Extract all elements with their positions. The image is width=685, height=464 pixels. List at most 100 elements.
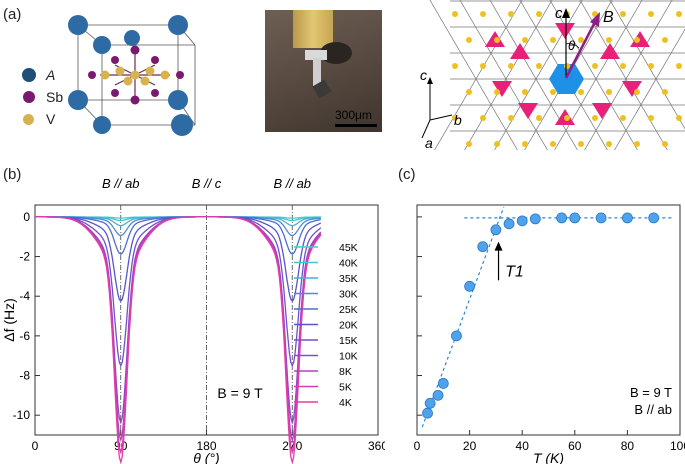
data-point xyxy=(490,224,502,236)
v-site-dot xyxy=(662,37,668,43)
v-site-dot xyxy=(578,89,584,95)
v-site-dot xyxy=(452,63,458,69)
data-point xyxy=(529,213,541,225)
v-site-dot xyxy=(536,63,542,69)
series-line-4K xyxy=(35,216,322,464)
v-site-dot xyxy=(578,37,584,43)
legend-item-a: A xyxy=(22,64,63,86)
v-site-dot xyxy=(676,11,682,17)
v-site-dot xyxy=(648,63,654,69)
data-point xyxy=(621,212,633,224)
v-site-dot xyxy=(648,115,654,121)
x-tick-label: 40 xyxy=(516,439,530,453)
data-point xyxy=(422,407,433,419)
x-tick-label: 0 xyxy=(32,439,39,453)
plot-frame xyxy=(416,204,681,436)
data-point xyxy=(424,397,436,409)
legend-label-20K: 20K xyxy=(339,320,358,332)
legend-label-5K: 5K xyxy=(339,382,352,394)
legend-label-15K: 15K xyxy=(339,335,358,347)
v-site-dot xyxy=(494,37,500,43)
data-point xyxy=(464,280,475,292)
v-site-dot xyxy=(494,141,500,147)
magenta-triangle xyxy=(555,23,575,39)
magenta-triangle xyxy=(622,81,642,97)
a-atom-icon xyxy=(22,68,36,82)
data-point xyxy=(595,212,607,224)
v-site-dot xyxy=(564,63,570,69)
v-site-dot xyxy=(508,11,514,17)
v-site-dot xyxy=(466,89,472,95)
v-site-dot xyxy=(466,141,472,147)
v-site-dot xyxy=(634,37,640,43)
v-site-dot xyxy=(480,115,486,121)
legend-item-sb: Sb xyxy=(22,86,63,108)
x-axis-label: θ (°) xyxy=(193,450,219,464)
v-site-dot xyxy=(550,141,556,147)
triad-c-label: c xyxy=(420,67,427,83)
scale-bar xyxy=(335,124,377,127)
x-tick-label: 270 xyxy=(282,439,302,453)
y-tick-label: -10 xyxy=(13,408,31,422)
v-site-dot xyxy=(536,115,542,121)
y-tick-label: -4 xyxy=(19,289,30,303)
v-site-dot xyxy=(508,115,514,121)
axis-b-field-label: B xyxy=(603,9,614,26)
angle-theta-label: θ xyxy=(568,38,575,53)
v-site-dot xyxy=(578,141,584,147)
v-site-dot xyxy=(452,115,458,121)
x-tick-label: 100 xyxy=(670,439,685,453)
kagome-lattice-figure: c B θ c b a xyxy=(420,0,685,150)
x-tick-label: 180 xyxy=(196,439,216,453)
axis-c-label: c xyxy=(555,5,563,22)
crystal-structure-figure xyxy=(68,15,196,136)
v-site-dot xyxy=(676,63,682,69)
magenta-triangle xyxy=(518,103,538,119)
series-line-5K xyxy=(35,216,322,455)
panel-b-label: (b) xyxy=(3,166,22,183)
sample-photo: 300μm xyxy=(265,10,382,132)
v-site-dot xyxy=(522,37,528,43)
temperature-dependence-chart: 0 20 40 60 80 100 T1 B = 9 T B // ab T (K) xyxy=(414,204,685,464)
center-hexagon xyxy=(549,64,584,94)
angle-annotation: B // ab xyxy=(273,176,311,191)
x-tick-label: 0 xyxy=(414,439,421,453)
data-point xyxy=(648,212,660,224)
data-point xyxy=(437,378,449,389)
legend-label-40K: 40K xyxy=(339,258,358,270)
t1-arrow-head xyxy=(494,241,503,251)
v-site-dot xyxy=(676,115,682,121)
sb-atom-icon xyxy=(23,91,35,103)
data-point xyxy=(503,218,515,230)
y-tick-label: -6 xyxy=(19,329,30,343)
angle-annotation: B // c xyxy=(192,176,222,191)
field-annotation: B = 9 T xyxy=(217,385,263,401)
x-axis-label: T (K) xyxy=(533,450,564,464)
v-site-dot xyxy=(550,89,556,95)
v-site-dot xyxy=(452,11,458,17)
v-site-dot xyxy=(620,115,626,121)
v-site-dot xyxy=(662,141,668,147)
magenta-triangle xyxy=(492,81,512,97)
field-annotation: B = 9 T xyxy=(630,385,672,400)
magenta-triangle xyxy=(600,43,620,59)
angle-dependence-chart: 0 90 180 270 3600-2-4-6-8-1045K40K35K30K25K2… xyxy=(1,176,385,464)
v-site-dot xyxy=(606,37,612,43)
data-point xyxy=(569,212,581,224)
structure-legend: A Sb V xyxy=(22,64,63,130)
triad-a-label: a xyxy=(425,135,433,150)
v-site-dot xyxy=(620,63,626,69)
legend-label-35K: 35K xyxy=(339,273,358,285)
v-site-dot xyxy=(592,63,598,69)
legend-label-45K: 45K xyxy=(339,242,358,254)
series-line-15K xyxy=(35,216,322,368)
magenta-triangle xyxy=(592,103,612,119)
legend-label-8K: 8K xyxy=(339,366,352,378)
data-point xyxy=(477,241,489,253)
data-point xyxy=(516,215,528,227)
panel-a-label: (a) xyxy=(3,6,22,23)
v-site-dot xyxy=(536,11,542,17)
v-site-dot xyxy=(522,89,528,95)
t1-annotation: T1 xyxy=(505,263,524,280)
x-tick-label: 20 xyxy=(463,439,477,453)
